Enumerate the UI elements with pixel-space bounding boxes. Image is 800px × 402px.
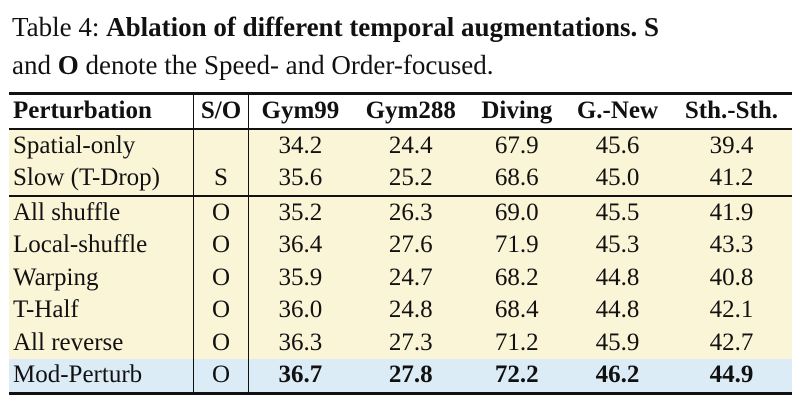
row-so: O <box>193 326 249 359</box>
row-so: O <box>193 359 249 395</box>
cell-diving: 71.2 <box>494 328 539 356</box>
cell-g-new: 45.9 <box>595 328 640 356</box>
cell-g-new: 45.3 <box>595 231 640 259</box>
header-diving: Diving <box>469 92 565 130</box>
table-caption: Table 4: Ablation of different temporal … <box>12 8 792 84</box>
table-row: Warping O 35.9 24.7 68.2 44.8 40.8 <box>9 261 792 294</box>
cell-gym99: 35.6 <box>248 162 352 197</box>
caption-label: Table 4: <box>12 12 107 42</box>
cell-g-new: 45.0 <box>564 162 671 197</box>
cell-g-new: 44.8 <box>595 296 640 324</box>
table-row: Slow (T-Drop) S 35.6 25.2 68.6 45.0 41.2 <box>9 162 792 197</box>
row-so: O <box>193 229 249 262</box>
cell-sth-sth: 43.3 <box>709 231 754 259</box>
row-so: O <box>193 195 249 229</box>
cell-diving: 68.2 <box>494 263 539 291</box>
cell-sth-sth: 44.9 <box>670 359 792 395</box>
cell-gym99: 35.2 <box>278 198 323 226</box>
table-row: Local-shuffle O 36.4 27.6 71.9 45.3 43.3 <box>9 229 792 262</box>
cell-gym99: 36.7 <box>248 359 352 395</box>
table-row: All reverse O 36.3 27.3 71.2 45.9 42.7 <box>9 326 792 359</box>
cell-g-new: 44.8 <box>595 263 640 291</box>
header-so: S/O <box>193 92 249 130</box>
table-row-highlighted: Mod-Perturb O 36.7 27.8 72.2 46.2 44.9 <box>9 359 792 395</box>
cell-gym99: 35.9 <box>278 263 323 291</box>
row-name: All reverse <box>9 326 194 359</box>
cell-gym288: 27.6 <box>388 231 433 259</box>
cell-sth-sth: 41.9 <box>709 198 754 226</box>
header-gym288: Gym288 <box>351 92 470 130</box>
header-gym99: Gym99 <box>248 92 352 130</box>
caption-line2-bold: O <box>57 50 79 80</box>
cell-diving: 67.9 <box>494 131 539 159</box>
cell-g-new: 46.2 <box>564 359 671 395</box>
cell-gym99: 34.2 <box>278 131 323 159</box>
cell-diving: 72.2 <box>469 359 565 395</box>
cell-g-new: 45.6 <box>595 131 640 159</box>
cell-gym99: 36.3 <box>278 328 323 356</box>
header-sth-sth: Sth.-Sth. <box>670 92 792 130</box>
row-so: O <box>193 261 249 294</box>
cell-sth-sth: 42.7 <box>709 328 754 356</box>
cell-sth-sth: 41.2 <box>670 162 792 197</box>
cell-diving: 68.6 <box>469 162 565 197</box>
cell-gym288: 24.8 <box>388 296 433 324</box>
row-name: T-Half <box>9 294 194 327</box>
cell-gym288: 27.3 <box>388 328 433 356</box>
cell-g-new: 45.5 <box>595 198 640 226</box>
cell-diving: 71.9 <box>494 231 539 259</box>
row-so <box>193 128 249 162</box>
cell-sth-sth: 42.1 <box>709 296 754 324</box>
cell-gym288: 27.8 <box>351 359 470 395</box>
cell-gym288: 25.2 <box>351 162 470 197</box>
cell-gym99: 36.0 <box>278 296 323 324</box>
row-name: Spatial-only <box>9 128 194 162</box>
header-row: Perturbation S/O Gym99 Gym288 Diving G.-… <box>9 92 792 130</box>
table-row: T-Half O 36.0 24.8 68.4 44.8 42.1 <box>9 294 792 327</box>
ablation-table: Perturbation S/O Gym99 Gym288 Diving G.-… <box>9 92 792 395</box>
row-name: All shuffle <box>9 195 194 229</box>
row-so: O <box>193 294 249 327</box>
table-row: All shuffle O 35.2 26.3 69.0 45.5 41.9 <box>9 195 792 229</box>
table-row: Spatial-only 34.2 24.4 67.9 45.6 39.4 <box>9 128 792 162</box>
header-perturbation: Perturbation <box>9 92 194 130</box>
cell-diving: 69.0 <box>494 198 539 226</box>
cell-gym99: 36.4 <box>278 231 323 259</box>
cell-sth-sth: 40.8 <box>709 263 754 291</box>
row-name: Slow (T-Drop) <box>9 162 194 197</box>
row-name: Local-shuffle <box>9 229 194 262</box>
caption-line2-pre: and <box>12 50 58 80</box>
cell-diving: 68.4 <box>494 296 539 324</box>
cell-sth-sth: 39.4 <box>709 131 754 159</box>
row-name: Mod-Perturb <box>9 359 194 395</box>
row-so: S <box>193 162 249 197</box>
cell-gym288: 24.4 <box>388 131 433 159</box>
cell-gym288: 24.7 <box>388 263 433 291</box>
caption-line2-post: denote the Speed- and Order-focused. <box>78 50 494 80</box>
row-name: Warping <box>9 261 194 294</box>
header-g-new: G.-New <box>564 92 671 130</box>
caption-title: Ablation of different temporal augmentat… <box>106 12 660 42</box>
cell-gym288: 26.3 <box>388 198 433 226</box>
